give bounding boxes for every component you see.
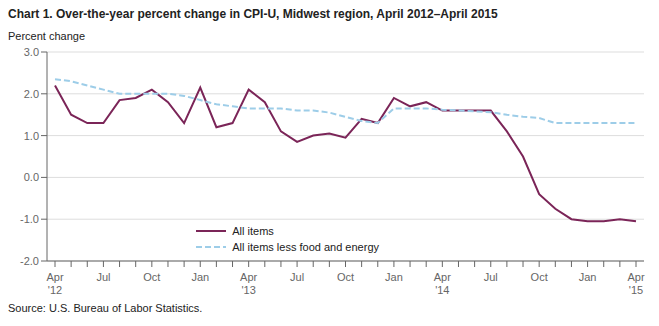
svg-text:Apr'15: Apr'15 — [627, 271, 644, 296]
svg-text:Apr'12: Apr'12 — [46, 271, 63, 296]
svg-text:Jan: Jan — [385, 271, 403, 283]
html-text:All items: All items — [232, 225, 274, 237]
svg-text:Jul: Jul — [290, 271, 304, 283]
svg-text:Jan: Jan — [579, 271, 597, 283]
svg-text:Jan: Jan — [191, 271, 209, 283]
svg-text:2.0: 2.0 — [24, 88, 39, 100]
svg-text:Oct: Oct — [531, 271, 548, 283]
svg-text:Oct: Oct — [337, 271, 354, 283]
svg-text:0.0: 0.0 — [24, 171, 39, 183]
svg-text:Apr'13: Apr'13 — [240, 271, 257, 296]
html-text:Source: U.S. Bureau of Labor S: Source: U.S. Bureau of Labor Statistics. — [8, 302, 203, 314]
svg-text:3.0: 3.0 — [24, 46, 39, 58]
svg-text:Jul: Jul — [96, 271, 110, 283]
svg-text:Jul: Jul — [484, 271, 498, 283]
svg-text:-1.0: -1.0 — [20, 213, 39, 225]
svg-text:-2.0: -2.0 — [20, 255, 39, 267]
html-text:Percent change: Percent change — [8, 30, 86, 42]
svg-text:Oct: Oct — [143, 271, 160, 283]
svg-text:Apr'14: Apr'14 — [434, 271, 451, 296]
html-text:All items less food and energy: All items less food and energy — [232, 241, 379, 253]
html-text:Chart 1. Over-the-year percent: Chart 1. Over-the-year percent change in… — [8, 7, 498, 21]
svg-text:1.0: 1.0 — [24, 130, 39, 142]
